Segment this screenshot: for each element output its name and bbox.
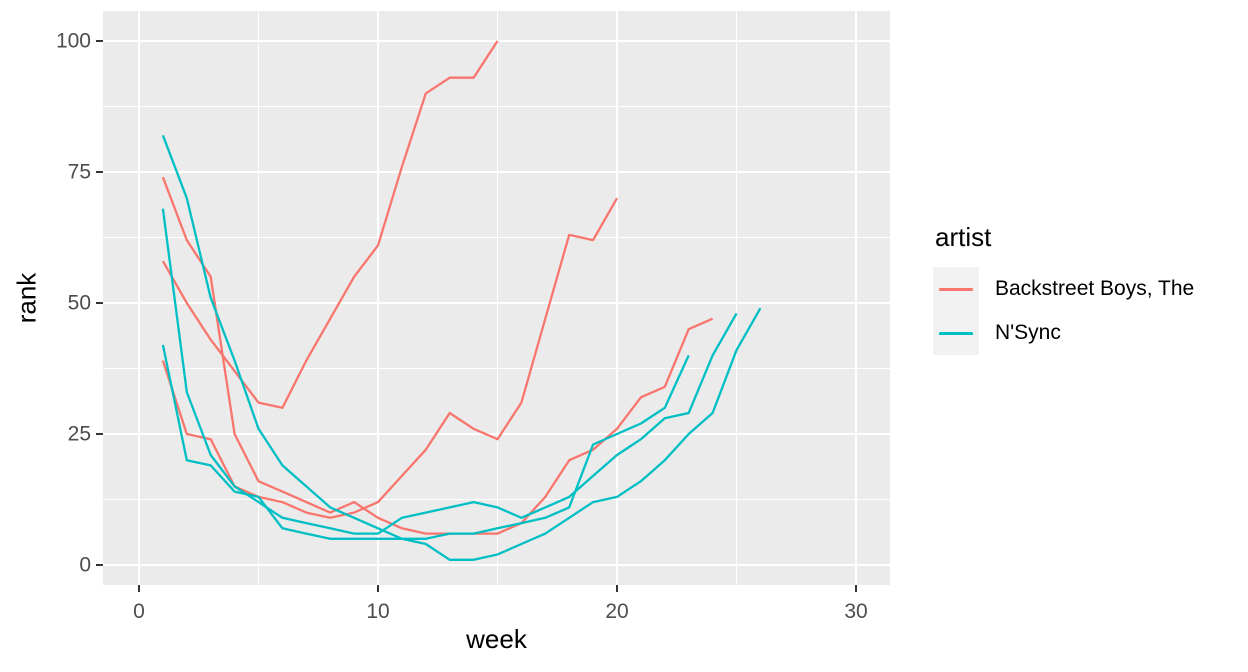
line-swatch-icon bbox=[939, 331, 973, 335]
y-axis-tick-label: 25 bbox=[68, 423, 91, 446]
legend-key-box bbox=[933, 311, 979, 355]
legend-item: N'Sync bbox=[933, 311, 1194, 355]
panel-background bbox=[103, 11, 890, 585]
data-line bbox=[161, 134, 762, 561]
data-line bbox=[161, 40, 499, 409]
line-swatch-icon bbox=[939, 287, 973, 291]
x-axis-tick-label: 10 bbox=[366, 600, 389, 623]
legend-item-label: Backstreet Boys, The bbox=[995, 277, 1195, 300]
data-line bbox=[161, 344, 690, 540]
y-axis-tick-label: 100 bbox=[56, 30, 91, 53]
x-axis-tick-label: 20 bbox=[605, 600, 628, 623]
y-axis-title: rank bbox=[11, 272, 42, 324]
x-axis-title: week bbox=[466, 624, 527, 654]
legend-item: Backstreet Boys, The bbox=[933, 267, 1194, 311]
y-axis-tick-label: 0 bbox=[79, 554, 91, 577]
legend-item-label: N'Sync bbox=[995, 321, 1061, 344]
y-axis-tick-label: 50 bbox=[68, 292, 91, 315]
legend-title: artist bbox=[935, 222, 992, 252]
legend: artist Backstreet Boys, The N'Sync bbox=[933, 222, 1194, 355]
data-line bbox=[161, 208, 738, 535]
legend-key-box bbox=[933, 267, 979, 311]
data-line bbox=[161, 176, 714, 535]
x-axis-tick-label: 0 bbox=[133, 600, 145, 623]
y-axis-tick-label: 75 bbox=[68, 161, 91, 184]
x-axis-tick-label: 30 bbox=[844, 600, 867, 623]
